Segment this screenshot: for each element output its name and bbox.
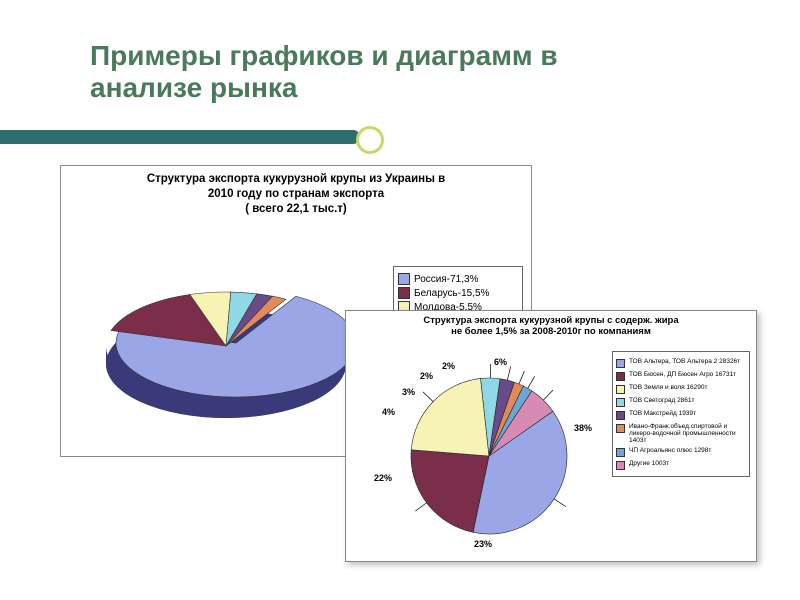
pie-pct-label: 4% (382, 407, 395, 417)
legend-item: ТОВ Светоград 2861т (616, 397, 746, 407)
chart2-pie: 38% 23% 22% 4% 3% 2% 2% 6% (364, 351, 604, 551)
chart2-legend: ТОВ Альтера, ТОВ Альтера 2 28326т ТОВ Бюс… (612, 351, 750, 477)
legend-label: Россия-71,3% (414, 274, 478, 285)
pie-pct-label: 23% (474, 539, 492, 549)
legend-label: Другие 1003т (629, 460, 669, 467)
legend-swatch (398, 287, 410, 299)
chart2-title-l2: не более 1,5% за 2008-2010г по компаниям (451, 326, 651, 337)
legend-swatch (616, 461, 625, 470)
legend-item: ТОВ Макстрейд 1939т (616, 410, 746, 420)
pie-pct-label: 22% (374, 473, 392, 483)
chart1-pie (81, 276, 371, 436)
legend-label: ТОВ Бюсен, ДП Бюсен Агро 16731т (629, 371, 736, 378)
chart2-panel: Структура экспорта кукурузной крупы с со… (345, 310, 757, 562)
legend-swatch (616, 411, 625, 420)
pie-pct-label: 2% (420, 371, 433, 381)
legend-item: Ивано-Франк.объед.спиртовой и ликеро-вод… (616, 423, 746, 444)
legend-label: ТОВ Земля и воля 16290т (629, 384, 707, 391)
legend-item: ТОВ Альтера, ТОВ Альтера 2 28326т (616, 358, 746, 368)
chart2-title: Структура экспорта кукурузной крупы с со… (346, 311, 756, 340)
pie-pct-label: 3% (402, 387, 415, 397)
legend-swatch (616, 424, 625, 433)
legend-swatch (616, 398, 625, 407)
legend-swatch (616, 359, 625, 368)
pie-pct-label: 6% (494, 357, 507, 367)
title-line1: Примеры графиков и диаграмм в (90, 40, 558, 71)
chart1-title-l3: ( всего 22,1 тыс.т) (245, 203, 347, 215)
chart2-title-l1: Структура экспорта кукурузной крупы с со… (423, 315, 678, 326)
slide-title: Примеры графиков и диаграмм в анализе ры… (90, 40, 558, 104)
legend-item: Другие 1003т (616, 460, 746, 470)
legend-item: Беларусь-15,5% (398, 287, 518, 299)
pie-pct-label: 2% (442, 361, 455, 371)
legend-label: Ивано-Франк.объед.спиртовой и ликеро-вод… (629, 423, 746, 444)
chart1-title-l1: Структура экспорта кукурузной крупы из У… (147, 173, 445, 185)
legend-swatch (616, 448, 625, 457)
legend-label: ТОВ Альтера, ТОВ Альтера 2 28326т (629, 358, 740, 365)
legend-item: ТОВ Земля и воля 16290т (616, 384, 746, 394)
legend-swatch (616, 385, 625, 394)
legend-swatch (398, 273, 410, 285)
title-line2: анализе рынка (90, 72, 297, 103)
legend-label: ТОВ Светоград 2861т (629, 397, 695, 404)
legend-label: ЧП Агроальянс плюс 1298т (629, 447, 711, 454)
legend-item: ТОВ Бюсен, ДП Бюсен Агро 16731т (616, 371, 746, 381)
legend-item: Россия-71,3% (398, 273, 518, 285)
pie-pct-label: 38% (574, 423, 592, 433)
legend-item: ЧП Агроальянс плюс 1298т (616, 447, 746, 457)
chart1-title: Структура экспорта кукурузной крупы из У… (61, 166, 531, 219)
title-divider (0, 130, 360, 144)
legend-label: Беларусь-15,5% (414, 288, 489, 299)
legend-label: ТОВ Макстрейд 1939т (629, 410, 696, 417)
chart1-title-l2: 2010 году по странам экспорта (208, 188, 384, 200)
legend-swatch (616, 372, 625, 381)
